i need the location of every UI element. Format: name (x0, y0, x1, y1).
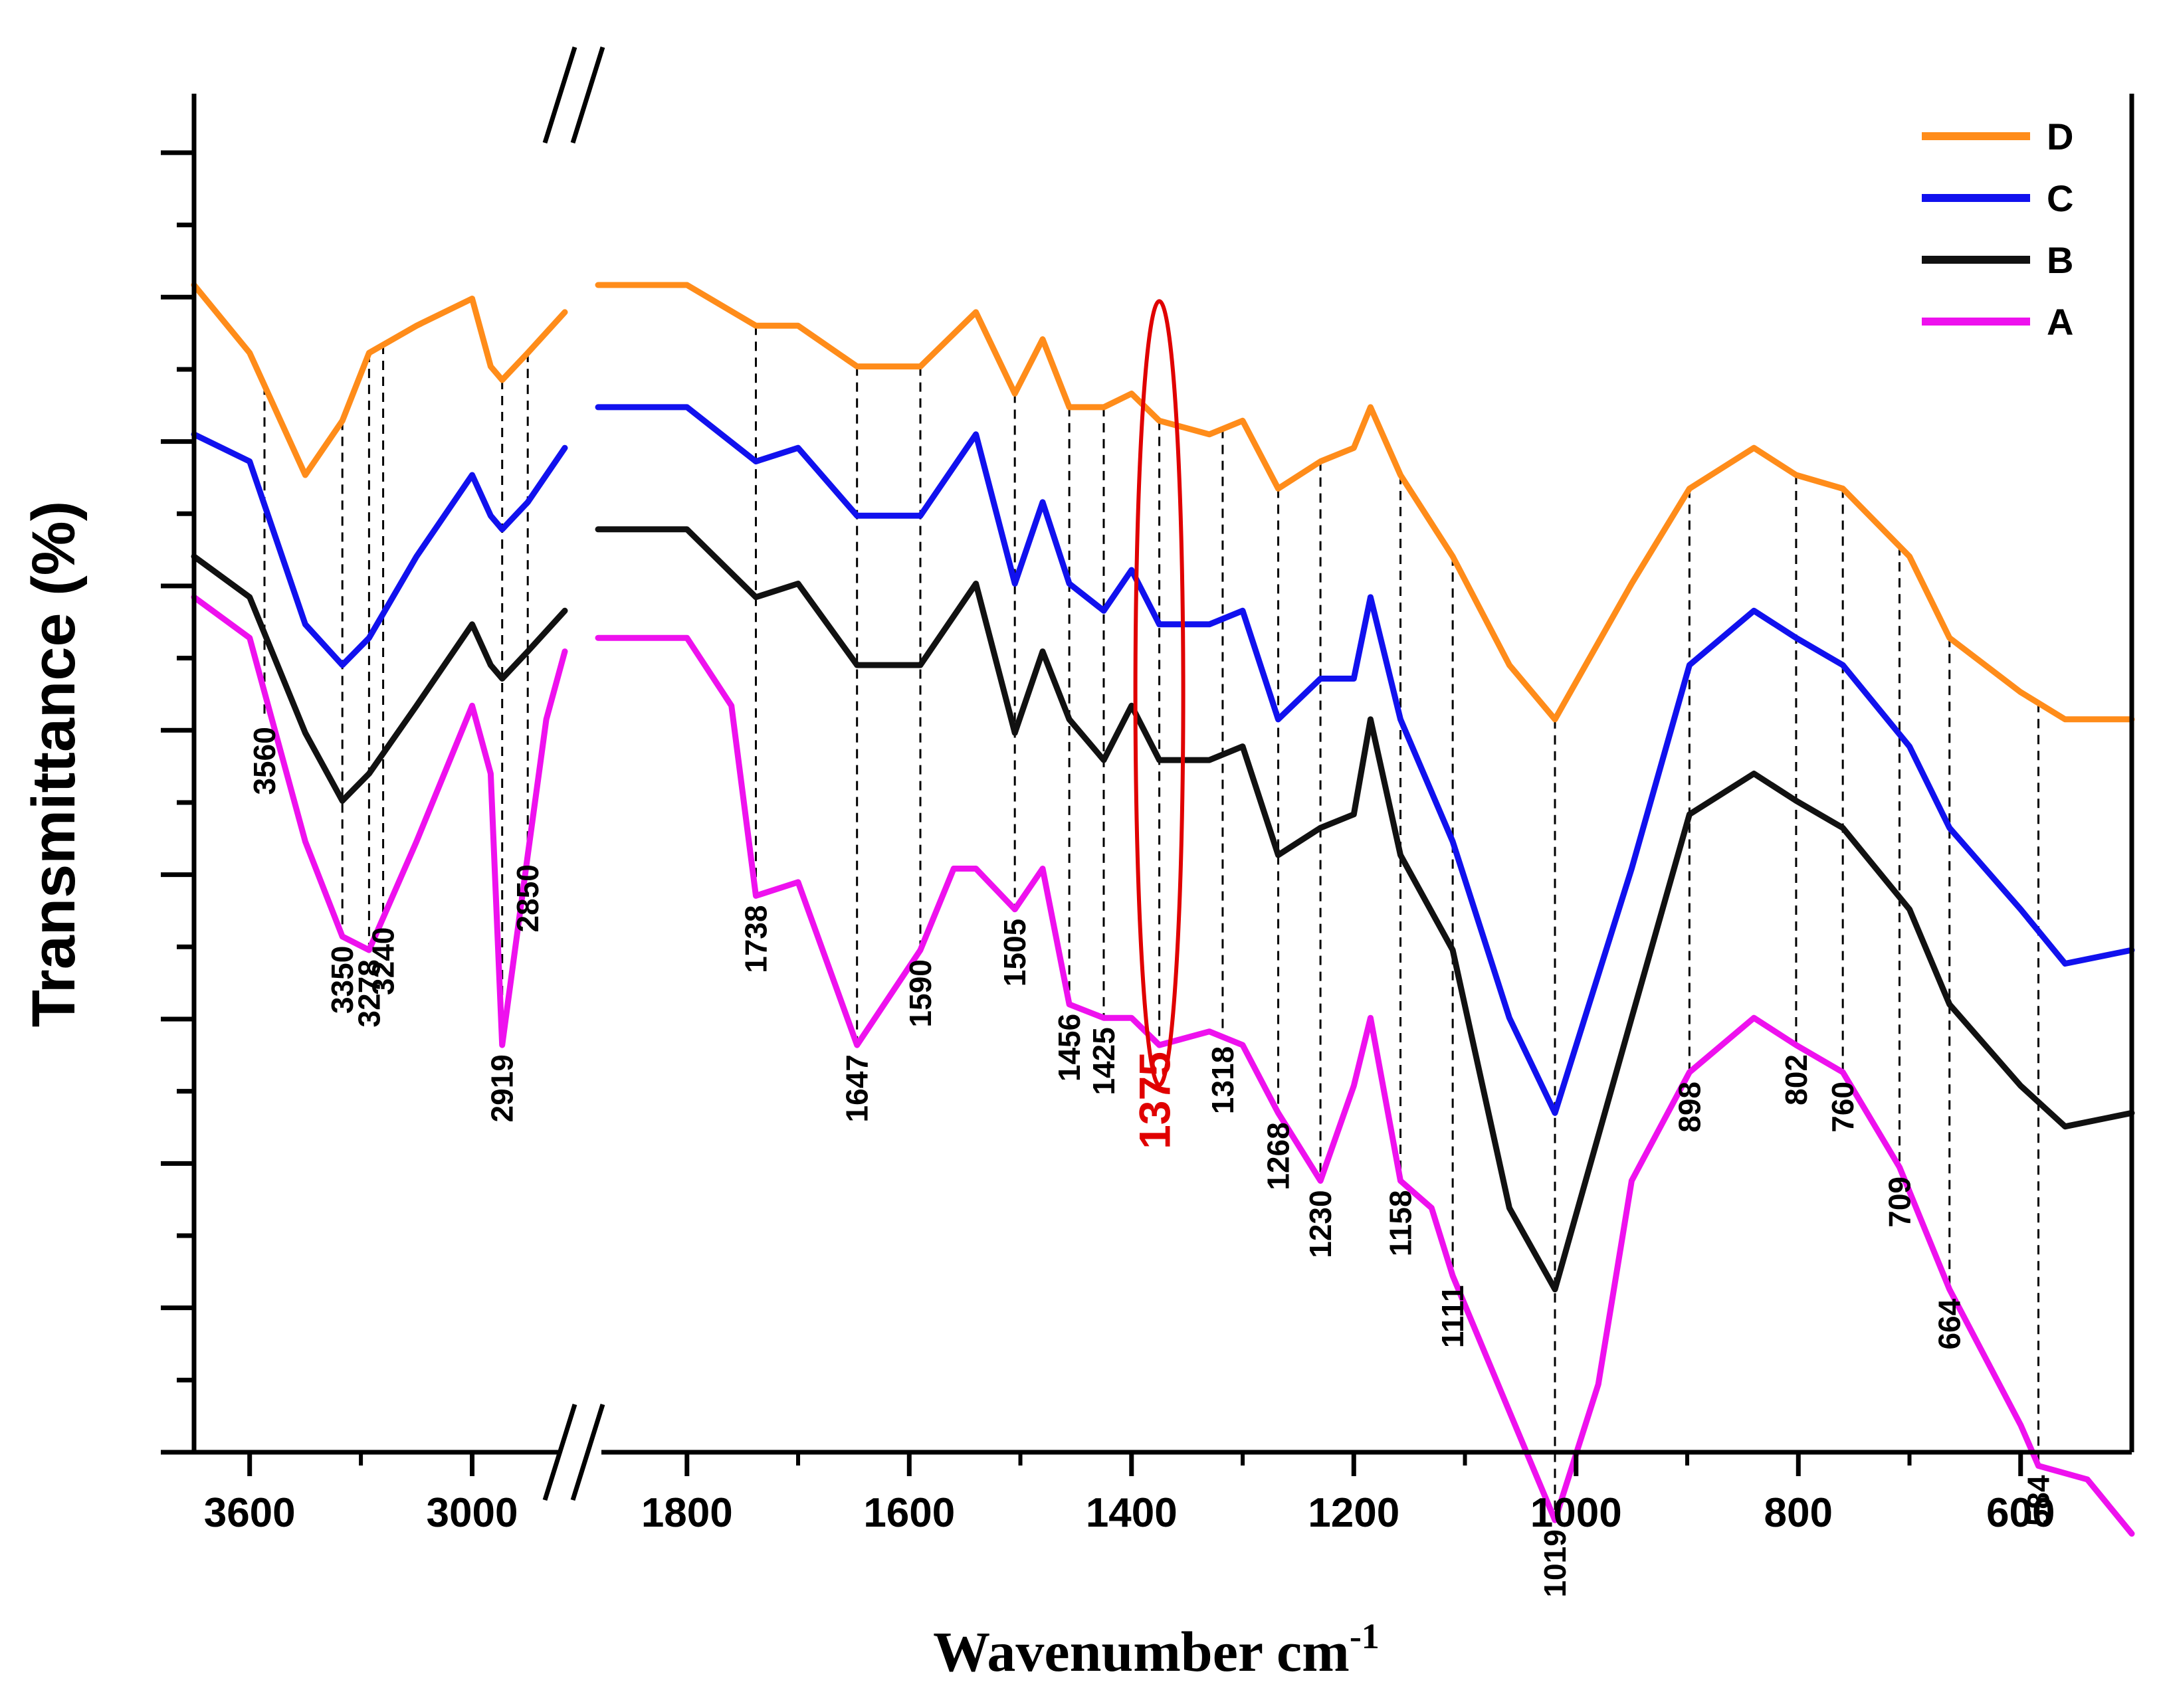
x-tick-label: 3000 (427, 1490, 518, 1536)
x-axis-title-superscript: -1 (1350, 1616, 1380, 1656)
x-tick-label: 800 (1764, 1490, 1833, 1536)
peak-label-3350: 3350 (325, 946, 360, 1014)
legend-entry-D: D (1922, 116, 2073, 157)
legend-entry-C: C (1922, 177, 2073, 219)
axes: 3600 3000 1800 1600 1400 1200 1000 800 600 (161, 46, 2134, 1536)
peak-label-1318: 1318 (1205, 1046, 1240, 1114)
legend-entry-A: A (1922, 301, 2073, 343)
x-axis-title: Wavenumber cm-1 (933, 1616, 1380, 1683)
series-D (191, 282, 2135, 723)
x-tick-label: 1800 (641, 1490, 733, 1536)
legend-label-C: C (2047, 177, 2073, 219)
peak-label-584: 584 (2021, 1475, 2056, 1526)
x-tick-label: 1400 (1086, 1490, 1178, 1536)
x-tick-label: 1600 (863, 1490, 955, 1536)
peak-label-802: 802 (1779, 1054, 1813, 1105)
peak-label-664: 664 (1932, 1298, 1967, 1349)
series-B (191, 526, 2135, 1293)
x-tick-label: 3600 (204, 1490, 296, 1536)
series-C (191, 404, 2135, 1116)
peak-label-3278: 3278 (352, 959, 386, 1027)
peak-label-1230: 1230 (1303, 1190, 1338, 1258)
axis-break-top (542, 46, 605, 144)
peak-label-2919: 2919 (485, 1054, 520, 1122)
peak-label-1268: 1268 (1261, 1122, 1296, 1190)
x-tick-label: 1000 (1530, 1490, 1622, 1536)
peak-label-3560: 3560 (247, 727, 282, 795)
peak-label-1375: 1375 (1130, 1052, 1180, 1149)
peak-label-1590: 1590 (903, 959, 938, 1027)
series-C-line-low (595, 404, 2135, 1116)
peak-label-1111: 1111 (1435, 1285, 1470, 1348)
peak-label-1456: 1456 (1052, 1014, 1086, 1082)
series-C-line-high (191, 431, 568, 668)
legend-entry-B: B (1922, 239, 2073, 281)
peak-label-709: 709 (1883, 1177, 1917, 1228)
legend-label-D: D (2047, 116, 2073, 157)
series-A (191, 594, 2135, 1537)
series-A-line-low (595, 634, 2135, 1537)
axis-break-bottom (542, 1403, 605, 1501)
legend-label-A: A (2047, 301, 2073, 343)
series-D-line-high (191, 282, 568, 478)
peak-label-1647: 1647 (840, 1054, 875, 1122)
peak-label-898: 898 (1672, 1082, 1706, 1133)
legend-label-B: B (2047, 239, 2073, 281)
peak-label-3240: 3240 (366, 927, 401, 995)
series-D-line-low (595, 282, 2135, 723)
series-B-line-low (595, 526, 2135, 1293)
highlight-ellipse-1375 (1133, 299, 1185, 1088)
peak-label-760: 760 (1825, 1082, 1860, 1133)
peak-label-1505: 1505 (997, 919, 1032, 987)
x-tick-label: 600 (1986, 1490, 2055, 1536)
x-axis-title-text: Wavenumber cm (933, 1620, 1350, 1683)
peak-label-2850: 2850 (510, 864, 545, 932)
x-tick-label: 1200 (1308, 1490, 1399, 1536)
peak-label-1158: 1158 (1384, 1190, 1418, 1256)
series-B-line-high (191, 553, 568, 804)
y-axis-title: Transmittance (%) (20, 501, 88, 1027)
series-A-line-high (191, 594, 568, 1048)
peak-label-1738: 1738 (739, 905, 773, 973)
spectra-series (191, 282, 2135, 1537)
peak-label-1425: 1425 (1086, 1027, 1121, 1095)
peak-label-1019: 1019 (1538, 1529, 1572, 1597)
peak-guide-lines (263, 326, 2040, 1521)
